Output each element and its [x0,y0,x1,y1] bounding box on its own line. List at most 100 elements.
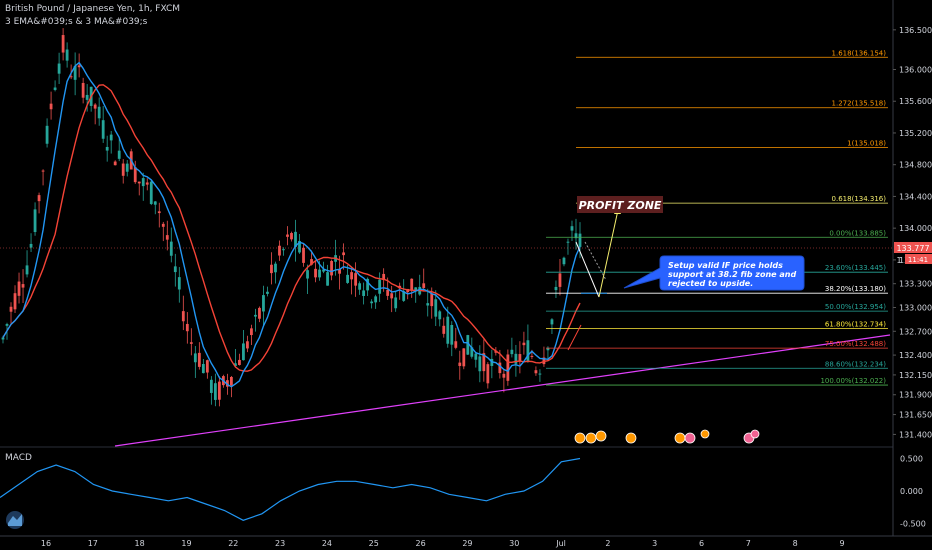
candle-body [558,273,562,287]
fib-label: 1.618(136.154) [832,49,887,57]
candle-body [53,87,57,90]
candle-body [17,281,21,296]
candle-body [258,307,261,319]
candle-body [109,134,113,141]
candle-body [69,76,73,78]
macd-tick: 0.500 [900,455,923,464]
candle-body [266,291,269,294]
candle-body [446,316,450,344]
candle-body [310,259,313,265]
candle-body [298,240,301,253]
candle-body [506,354,510,381]
candle-body [410,278,414,291]
time-tick: 9 [839,539,844,548]
candle-body [482,353,486,372]
candle-body [61,35,65,53]
macd-tick: -0.500 [900,520,926,529]
candle-body [185,323,189,332]
price-tick: 134.400 [899,192,932,201]
candle-body [65,49,69,61]
trendline[interactable] [114,334,891,447]
candle-body [438,311,442,320]
fib-label: 38.20%(133.180) [825,285,886,293]
candle-body [534,370,538,374]
macd-axis[interactable]: 0.500 0.000 -0.500 [900,455,926,529]
candle-body [530,355,534,357]
candle-body [510,349,514,355]
price-tick: 131.900 [899,391,932,400]
time-axis[interactable]: 16 17 18 19 22 23 24 25 26 29 30 Jul 2 3 6 7 8 9 [41,539,845,548]
candle-body [430,293,434,307]
candle-body [362,290,366,296]
candle-body [486,364,490,384]
fib-label: 1.272(135.518) [832,100,887,108]
candle-body [57,63,61,74]
candle-body [13,293,17,310]
moving-average-red [2,84,581,372]
candle-body [414,287,418,291]
candle-body [105,146,109,151]
candle-body [161,223,165,227]
fib-label: 61.80%(132.734) [825,321,886,329]
fibonacci-levels[interactable]: 1.618(136.154) 1.272(135.518) 1(135.018) 0.… [546,49,888,386]
event-markers[interactable] [574,429,760,444]
indicators-header: 3 EMA&#039;s & 3 MA&#039;s [5,17,148,27]
price-tick: 133.000 [899,303,932,312]
candle-body [326,272,329,286]
candle-body [302,247,305,263]
profit-zone-label[interactable]: PROFIT ZONE [577,196,663,213]
candle-body [93,104,97,109]
price-tick: 132.400 [899,351,932,360]
candle-body [33,209,37,233]
candle-body [5,324,9,326]
partial-price-label: 1 [896,256,901,265]
fib-label: 75.00%(132.488) [825,340,886,348]
candle-body [422,283,426,288]
candle-body [189,342,193,344]
fib-label: 50.00%(132.954) [825,303,886,311]
candle-body [238,359,241,365]
time-tick: 24 [322,539,332,548]
candle-body [526,340,530,361]
candle-body [137,181,141,184]
candle-body [474,353,478,360]
symbol-header: British Pound / Japanese Yen, 1h, FXCM [5,4,181,14]
candle-body [426,303,430,306]
candle-body [290,233,293,240]
candle-body [574,233,578,239]
candle-body [342,252,345,256]
candle-body [181,311,185,322]
candle-body [502,373,506,378]
callout[interactable]: Setup valid IF price holds support at 38… [623,255,805,291]
candle-body [145,182,149,185]
callout-line-1: Setup valid IF price holds [668,261,783,270]
price-axis[interactable]: 136.500 136.000 135.600 135.200 134.800 134.4… [893,26,932,440]
candle-body [37,195,41,202]
candle-body [246,341,249,349]
callout-line-3: rejected to upside. [668,279,753,288]
candle-body [546,347,550,351]
macd-tick: 0.000 [900,487,923,496]
time-tick: 30 [509,539,519,548]
candle-body [386,289,390,296]
candle-body [294,231,297,247]
time-tick: 16 [41,539,51,548]
candle-body [21,284,25,288]
candle-body [366,278,370,291]
tradingview-logo [6,511,24,529]
candle-body [350,272,354,280]
candle-body [262,295,265,312]
countdown-text: 11:41 [908,256,928,264]
profit-zone-text: PROFIT ZONE [579,199,662,212]
candle-body [358,283,362,290]
macd-label: MACD [5,453,32,463]
candle-body [442,325,446,334]
candle-body [566,241,570,243]
candle-body [250,328,253,336]
candle-body [97,106,101,119]
candle-body [242,343,245,361]
candle-body [478,356,482,372]
time-tick: 17 [88,539,98,548]
candle-body [322,269,325,272]
